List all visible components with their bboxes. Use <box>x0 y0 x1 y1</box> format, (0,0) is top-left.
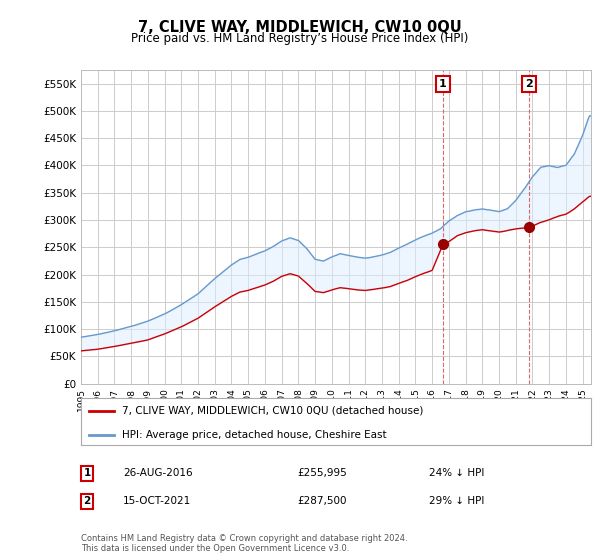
Text: HPI: Average price, detached house, Cheshire East: HPI: Average price, detached house, Ches… <box>122 430 386 440</box>
Text: 2: 2 <box>83 496 91 506</box>
Text: 24% ↓ HPI: 24% ↓ HPI <box>429 468 484 478</box>
Text: 1: 1 <box>439 79 447 89</box>
Text: 1: 1 <box>83 468 91 478</box>
Text: £287,500: £287,500 <box>297 496 347 506</box>
Text: 2: 2 <box>525 79 533 89</box>
Text: £255,995: £255,995 <box>297 468 347 478</box>
Text: 15-OCT-2021: 15-OCT-2021 <box>123 496 191 506</box>
Text: Contains HM Land Registry data © Crown copyright and database right 2024.
This d: Contains HM Land Registry data © Crown c… <box>81 534 407 553</box>
Text: Price paid vs. HM Land Registry’s House Price Index (HPI): Price paid vs. HM Land Registry’s House … <box>131 32 469 45</box>
Text: 7, CLIVE WAY, MIDDLEWICH, CW10 0QU: 7, CLIVE WAY, MIDDLEWICH, CW10 0QU <box>138 20 462 35</box>
Text: 29% ↓ HPI: 29% ↓ HPI <box>429 496 484 506</box>
Text: 7, CLIVE WAY, MIDDLEWICH, CW10 0QU (detached house): 7, CLIVE WAY, MIDDLEWICH, CW10 0QU (deta… <box>122 406 423 416</box>
Text: 26-AUG-2016: 26-AUG-2016 <box>123 468 193 478</box>
